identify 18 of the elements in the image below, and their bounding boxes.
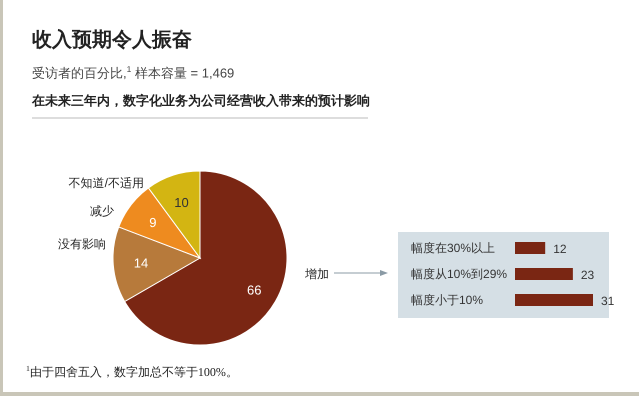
slice-label: 增加 bbox=[305, 266, 329, 283]
y-tick-label: 幅度小于10% bbox=[411, 293, 484, 307]
slice-label: 没有影响 bbox=[58, 236, 106, 253]
data-label: 23 bbox=[580, 268, 595, 282]
data-label: 31 bbox=[601, 294, 615, 308]
y-tick-label: 幅度从10%到29% bbox=[411, 267, 508, 281]
text: $^{1}$由于四舍五入，数字加总不等于100%。 bbox=[26, 364, 238, 381]
text: 在未来三年内，数字化业务为公司经营收入带来的预计影响 bbox=[32, 92, 370, 110]
data-label: 14 bbox=[134, 256, 148, 271]
y-tick-label: 幅度在30%以上 bbox=[411, 241, 496, 255]
slice-label: 减少 bbox=[90, 203, 114, 220]
data-label: 9 bbox=[149, 215, 157, 230]
slice-label: 不知道/不适用 bbox=[68, 175, 144, 192]
data-label: 66 bbox=[247, 282, 262, 298]
data-label: 10 bbox=[174, 194, 189, 210]
data-label: 12 bbox=[553, 242, 567, 256]
chart-subtitle: 受访者的百分比,$^{1}$ 样本容量 = 1,469 bbox=[32, 64, 234, 82]
chart-title: 收入预期令人振奋 bbox=[32, 28, 192, 53]
